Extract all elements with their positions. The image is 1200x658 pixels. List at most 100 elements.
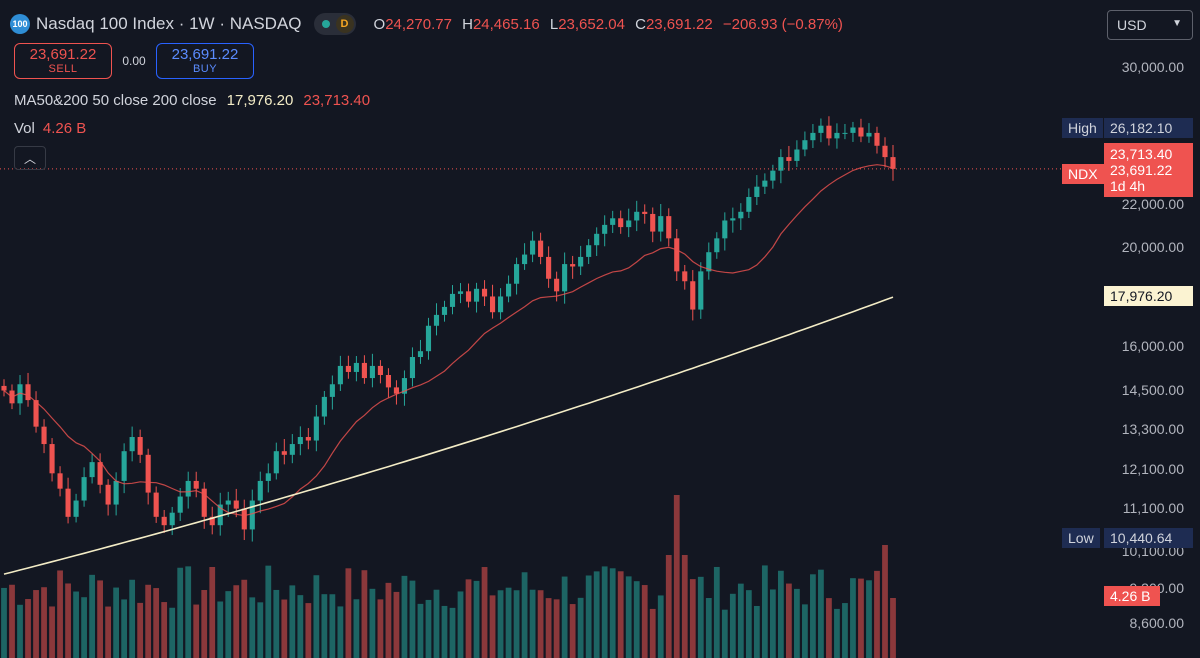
volume-bar xyxy=(441,605,448,658)
volume-bar xyxy=(33,590,39,658)
candle-body xyxy=(321,396,327,417)
axis-tick: 11,100.00 xyxy=(1122,500,1184,516)
volume-bar xyxy=(41,587,47,658)
ma50-legend-value: 23,713.40 xyxy=(303,92,371,109)
volume-bar xyxy=(121,599,128,658)
volume-bar xyxy=(305,603,312,658)
candle-body xyxy=(449,293,456,307)
volume-bar xyxy=(689,579,696,658)
candle-body xyxy=(289,444,295,455)
volume-bar xyxy=(481,567,488,658)
candle-body xyxy=(546,256,552,279)
volume-bar xyxy=(129,579,136,658)
volume-bar xyxy=(769,589,776,658)
candle-body xyxy=(802,140,808,150)
volume-bar xyxy=(185,566,192,658)
volume-bar xyxy=(9,584,15,658)
candle-body xyxy=(97,462,103,485)
buy-button[interactable]: 23,691.22 BUY xyxy=(156,43,254,79)
volume-bar xyxy=(97,580,103,658)
axis-tick: 20,000.00 xyxy=(1121,239,1184,255)
volume-bar xyxy=(497,590,504,658)
candle-body xyxy=(33,400,39,427)
candle-body xyxy=(618,218,624,228)
chevron-up-icon: ︿ xyxy=(23,151,36,166)
axis-tick: 12,100.00 xyxy=(1121,461,1184,477)
indicator-name: MA50&200 50 close 200 close xyxy=(14,92,217,109)
candle-body xyxy=(473,288,480,302)
ohlc-legend: O24,270.77 H24,465.16 L23,652.04 C23,691… xyxy=(373,15,843,33)
delayed-data-badge[interactable]: D xyxy=(335,15,354,33)
volume-bar xyxy=(794,588,800,658)
volume-bar xyxy=(681,555,688,658)
candle-body xyxy=(866,132,872,137)
candle-body xyxy=(890,157,896,169)
candle-body xyxy=(698,271,704,310)
volume-bar xyxy=(713,566,720,658)
ma50-line xyxy=(3,164,894,517)
indicator-legend[interactable]: MA50&200 50 close 200 close 17,976.20 23… xyxy=(14,92,370,109)
volume-bar xyxy=(385,582,392,658)
high-price-label: 26,182.10 xyxy=(1104,118,1193,138)
candle-body xyxy=(377,365,383,375)
volume-bar xyxy=(193,604,200,658)
volume-bar xyxy=(345,568,352,658)
candle-body xyxy=(281,451,287,455)
low-value: 23,652.04 xyxy=(558,15,625,33)
candle-body xyxy=(145,454,151,493)
volume-bar xyxy=(585,575,592,658)
candle-body xyxy=(730,218,736,221)
volume-bar xyxy=(721,609,728,658)
volume-bar xyxy=(673,495,680,658)
candle-body xyxy=(746,196,752,212)
candle-body xyxy=(850,127,856,133)
candle-body xyxy=(313,416,319,441)
spread-value: 0.00 xyxy=(122,54,146,68)
open-value: 24,270.77 xyxy=(385,15,452,33)
volume-bar xyxy=(169,607,176,658)
candle-body xyxy=(465,291,472,302)
currency-select[interactable]: USD ▼ xyxy=(1107,10,1193,40)
volume-bar xyxy=(241,579,248,658)
volume-bar xyxy=(289,585,296,658)
candle-body xyxy=(217,504,223,526)
candle-body xyxy=(481,288,488,297)
candle-body xyxy=(305,437,311,441)
volume-bar xyxy=(361,570,368,658)
axis-tick: 8,600.00 xyxy=(1129,615,1185,631)
volume-scale-label: 4.26 B xyxy=(1104,586,1160,606)
volume-bar xyxy=(329,594,336,658)
candle-body xyxy=(129,437,135,452)
symbol-title[interactable]: Nasdaq 100 Index · 1W · NASDAQ xyxy=(36,14,302,33)
volume-bar xyxy=(225,591,232,658)
bar-countdown-label: 1d 4h xyxy=(1110,178,1146,194)
volume-bar xyxy=(209,566,216,658)
volume-bar xyxy=(49,606,55,658)
volume-bar xyxy=(153,588,160,658)
candle-body xyxy=(722,220,728,239)
candle-body xyxy=(265,473,271,481)
market-status-pill[interactable]: D xyxy=(313,13,356,35)
sell-button[interactable]: 23,691.22 SELL xyxy=(14,43,112,79)
ma200-price-label: 17,976.20 xyxy=(1104,286,1193,306)
candle-body xyxy=(810,132,816,141)
candle-body xyxy=(177,496,183,513)
volume-bar xyxy=(826,598,832,658)
volume-bar xyxy=(641,585,648,658)
candle-body xyxy=(409,357,416,379)
volume-bar xyxy=(729,593,736,658)
volume-legend[interactable]: Vol 4.26 B xyxy=(14,120,86,137)
volume-bar xyxy=(449,607,456,658)
candle-body xyxy=(497,296,504,313)
volume-bar xyxy=(257,602,264,658)
collapse-legend-button[interactable]: ︿ xyxy=(14,146,46,170)
candle-body xyxy=(425,325,432,352)
candle-body xyxy=(858,127,864,137)
candle-body xyxy=(353,362,359,372)
volume-bar xyxy=(882,545,888,658)
volume-bar xyxy=(561,576,568,658)
volume-bar xyxy=(105,606,112,658)
volume-bar xyxy=(874,570,880,658)
volume-bar xyxy=(537,590,544,658)
